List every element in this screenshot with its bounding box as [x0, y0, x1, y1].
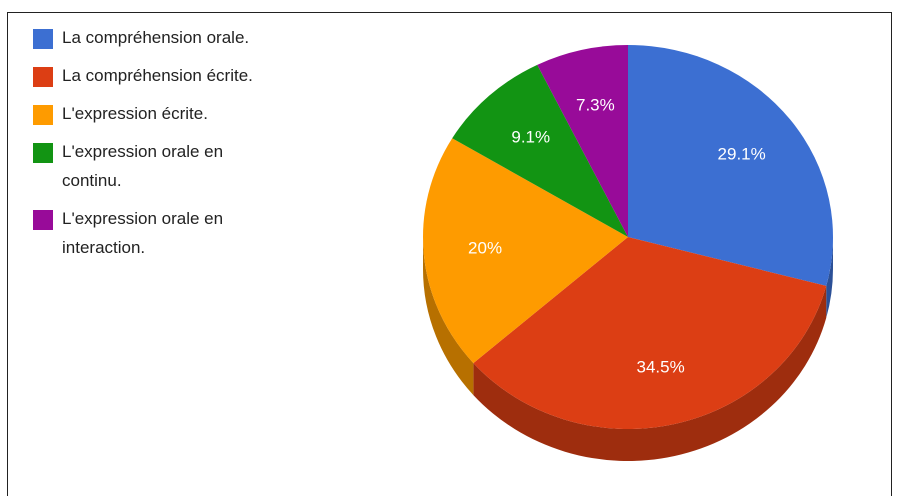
- legend-item: L'expression écrite.: [33, 103, 293, 128]
- legend-item: L'expression orale en continu.: [33, 141, 293, 195]
- legend-label: L'expression écrite.: [62, 104, 208, 123]
- legend-swatch: [33, 67, 53, 87]
- slice-label: 9.1%: [511, 128, 550, 147]
- frame: [7, 12, 892, 496]
- legend-item: La compréhension écrite.: [33, 65, 293, 90]
- legend-item: La compréhension orale.: [33, 27, 293, 52]
- slice: [452, 64, 628, 238]
- legend-label: L'expression orale en interaction.: [62, 209, 224, 257]
- legend: La compréhension orale. La compréhension …: [33, 27, 293, 275]
- slice-side: [423, 237, 474, 396]
- legend-label: L'expression orale en continu.: [62, 142, 224, 190]
- slice: [537, 45, 628, 237]
- legend-swatch: [33, 29, 53, 49]
- legend-item: L'expression orale en interaction.: [33, 208, 293, 262]
- slice-side: [826, 237, 833, 318]
- slice-label: 20%: [468, 238, 502, 257]
- slice-label: 7.3%: [576, 96, 615, 115]
- slice-label: 34.5%: [637, 357, 685, 376]
- legend-swatch: [33, 105, 53, 125]
- legend-swatch: [33, 210, 53, 230]
- slice: [628, 45, 833, 286]
- slice: [423, 138, 628, 364]
- slice: [473, 237, 827, 429]
- slice-side: [473, 285, 827, 461]
- legend-label: La compréhension orale.: [62, 28, 250, 47]
- legend-swatch: [33, 143, 53, 163]
- legend-label: La compréhension écrite.: [62, 66, 253, 85]
- slice-label: 29.1%: [718, 144, 766, 163]
